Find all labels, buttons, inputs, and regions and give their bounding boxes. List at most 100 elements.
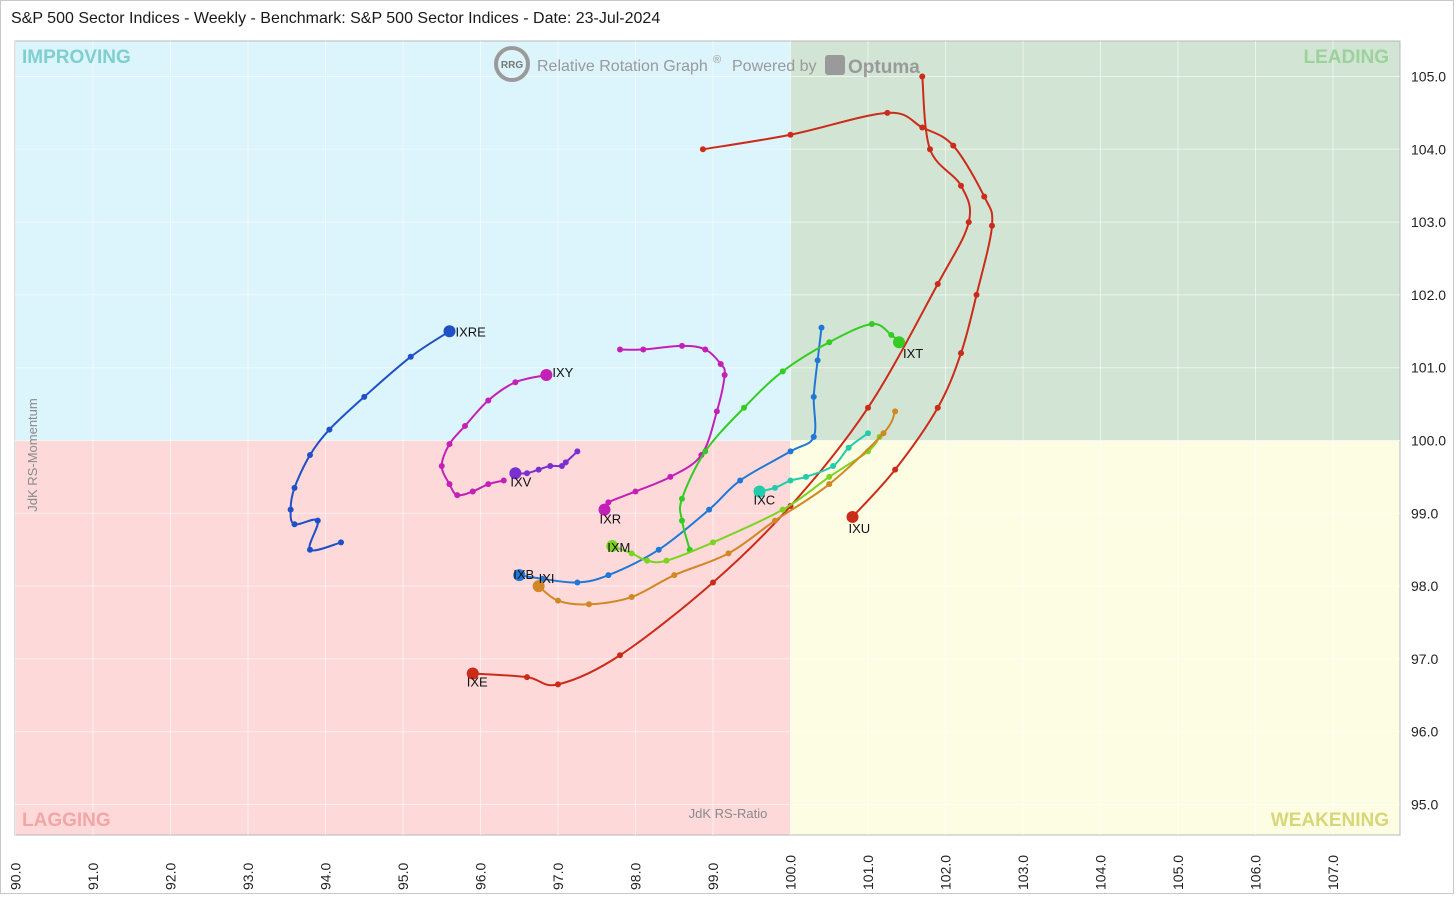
series-point — [888, 331, 895, 338]
series-point — [644, 557, 651, 564]
series-point — [555, 597, 561, 604]
x-axis-ticks: 90.0 91.0 92.0 93.0 94.0 95.0 96.0 97.0 98.0 99.0… — [8, 855, 1342, 890]
quadrant-backgrounds — [14, 40, 1401, 836]
series-point — [407, 353, 414, 360]
series-point — [779, 368, 786, 375]
series-point — [628, 594, 635, 601]
series-point — [524, 470, 530, 477]
optuma-logo-icon — [825, 55, 845, 75]
brand-vendor: Optuma — [848, 57, 920, 78]
series-point — [958, 182, 964, 189]
series-point — [741, 404, 747, 411]
x-tick-label: 92.0 — [163, 863, 179, 890]
series-point — [586, 601, 592, 608]
series-point — [787, 131, 794, 138]
series-point — [779, 506, 786, 513]
y-tick-label: 97.0 — [1411, 651, 1438, 667]
series-ixb: IXB — [513, 324, 825, 586]
series-point — [558, 462, 565, 469]
series-point — [338, 539, 344, 546]
series-point — [655, 546, 662, 553]
series-point — [721, 371, 728, 378]
series-point — [826, 481, 833, 488]
series-point — [462, 422, 468, 429]
x-tick-label: 97.0 — [550, 863, 566, 890]
y-tick-label: 100.0 — [1411, 433, 1446, 449]
series-head-point[interactable] — [893, 336, 905, 349]
series-point — [679, 495, 685, 502]
series-point — [919, 73, 926, 80]
series-point — [989, 222, 995, 229]
series-point — [485, 397, 492, 404]
x-tick-label: 94.0 — [318, 863, 334, 890]
series-head-point[interactable] — [513, 569, 526, 582]
brand-registered: ® — [713, 54, 721, 66]
series-point — [307, 452, 313, 459]
branding: RRG Relative Rotation Graph ® Powered by… — [494, 46, 920, 82]
series-head-point[interactable] — [532, 580, 545, 593]
y-tick-label: 96.0 — [1411, 724, 1438, 740]
series-point — [454, 492, 461, 499]
series-point — [710, 539, 716, 546]
series-point — [818, 324, 825, 331]
y-axis-ticks: 95.0 96.0 97.0 98.0 99.0 100.0 101.0 102.0 103.0… — [1411, 69, 1446, 813]
series-point — [679, 517, 685, 524]
series-ixre: IXRE — [287, 324, 486, 553]
series-ixc: IXC — [753, 430, 871, 507]
x-tick-label: 103.0 — [1015, 855, 1031, 890]
series-point — [500, 477, 507, 484]
series-point — [927, 146, 933, 153]
series-point — [958, 350, 964, 357]
series-point — [291, 484, 298, 491]
y-axis-title: JdK RS-Momentum — [25, 398, 40, 511]
series-label: IXT — [903, 346, 923, 361]
series-point — [446, 441, 453, 448]
series-point — [605, 499, 612, 506]
x-tick-label: 91.0 — [85, 863, 101, 890]
series-point — [710, 579, 716, 586]
series-point — [617, 652, 623, 659]
series-tail-line — [702, 111, 994, 518]
series-point — [772, 517, 778, 524]
series-head-point[interactable] — [606, 540, 619, 553]
series-tail-line — [537, 410, 897, 606]
quadrant-leading — [790, 41, 1400, 441]
series-point — [640, 346, 647, 353]
series-point — [512, 379, 519, 386]
series-ixr: IXR — [598, 342, 728, 527]
series-point — [702, 346, 709, 353]
series-head-point[interactable] — [466, 667, 479, 680]
x-tick-label: 102.0 — [938, 855, 954, 890]
brand-powered-by: Powered by — [732, 58, 817, 75]
series-head-point[interactable] — [598, 503, 611, 516]
series-head-point[interactable] — [443, 325, 456, 338]
x-tick-label: 106.0 — [1248, 855, 1264, 890]
series-point — [892, 466, 899, 473]
rrg-logo-icon — [494, 46, 530, 82]
series-point — [981, 193, 988, 200]
series-point — [485, 481, 492, 488]
series-head-point[interactable] — [753, 485, 766, 498]
y-tick-label: 101.0 — [1411, 360, 1446, 376]
series-point — [524, 674, 530, 681]
series-point — [628, 550, 635, 557]
series-point — [826, 473, 833, 480]
y-tick-label: 104.0 — [1411, 141, 1446, 157]
series-head-point[interactable] — [846, 510, 859, 523]
series-point — [706, 506, 713, 513]
series-point — [307, 546, 313, 553]
series-point — [702, 448, 709, 455]
series-label: IXB — [513, 567, 534, 582]
series-point — [973, 291, 980, 298]
series-head-point[interactable] — [540, 368, 553, 381]
series-point — [845, 444, 852, 451]
series-point — [830, 462, 837, 469]
y-tick-label: 99.0 — [1411, 505, 1438, 521]
series-label: IXE — [467, 674, 488, 689]
series-point — [965, 219, 972, 226]
series-head-point[interactable] — [509, 467, 522, 480]
y-tick-label: 98.0 — [1411, 578, 1438, 594]
x-tick-label: 90.0 — [8, 863, 24, 890]
series-point — [326, 426, 333, 433]
